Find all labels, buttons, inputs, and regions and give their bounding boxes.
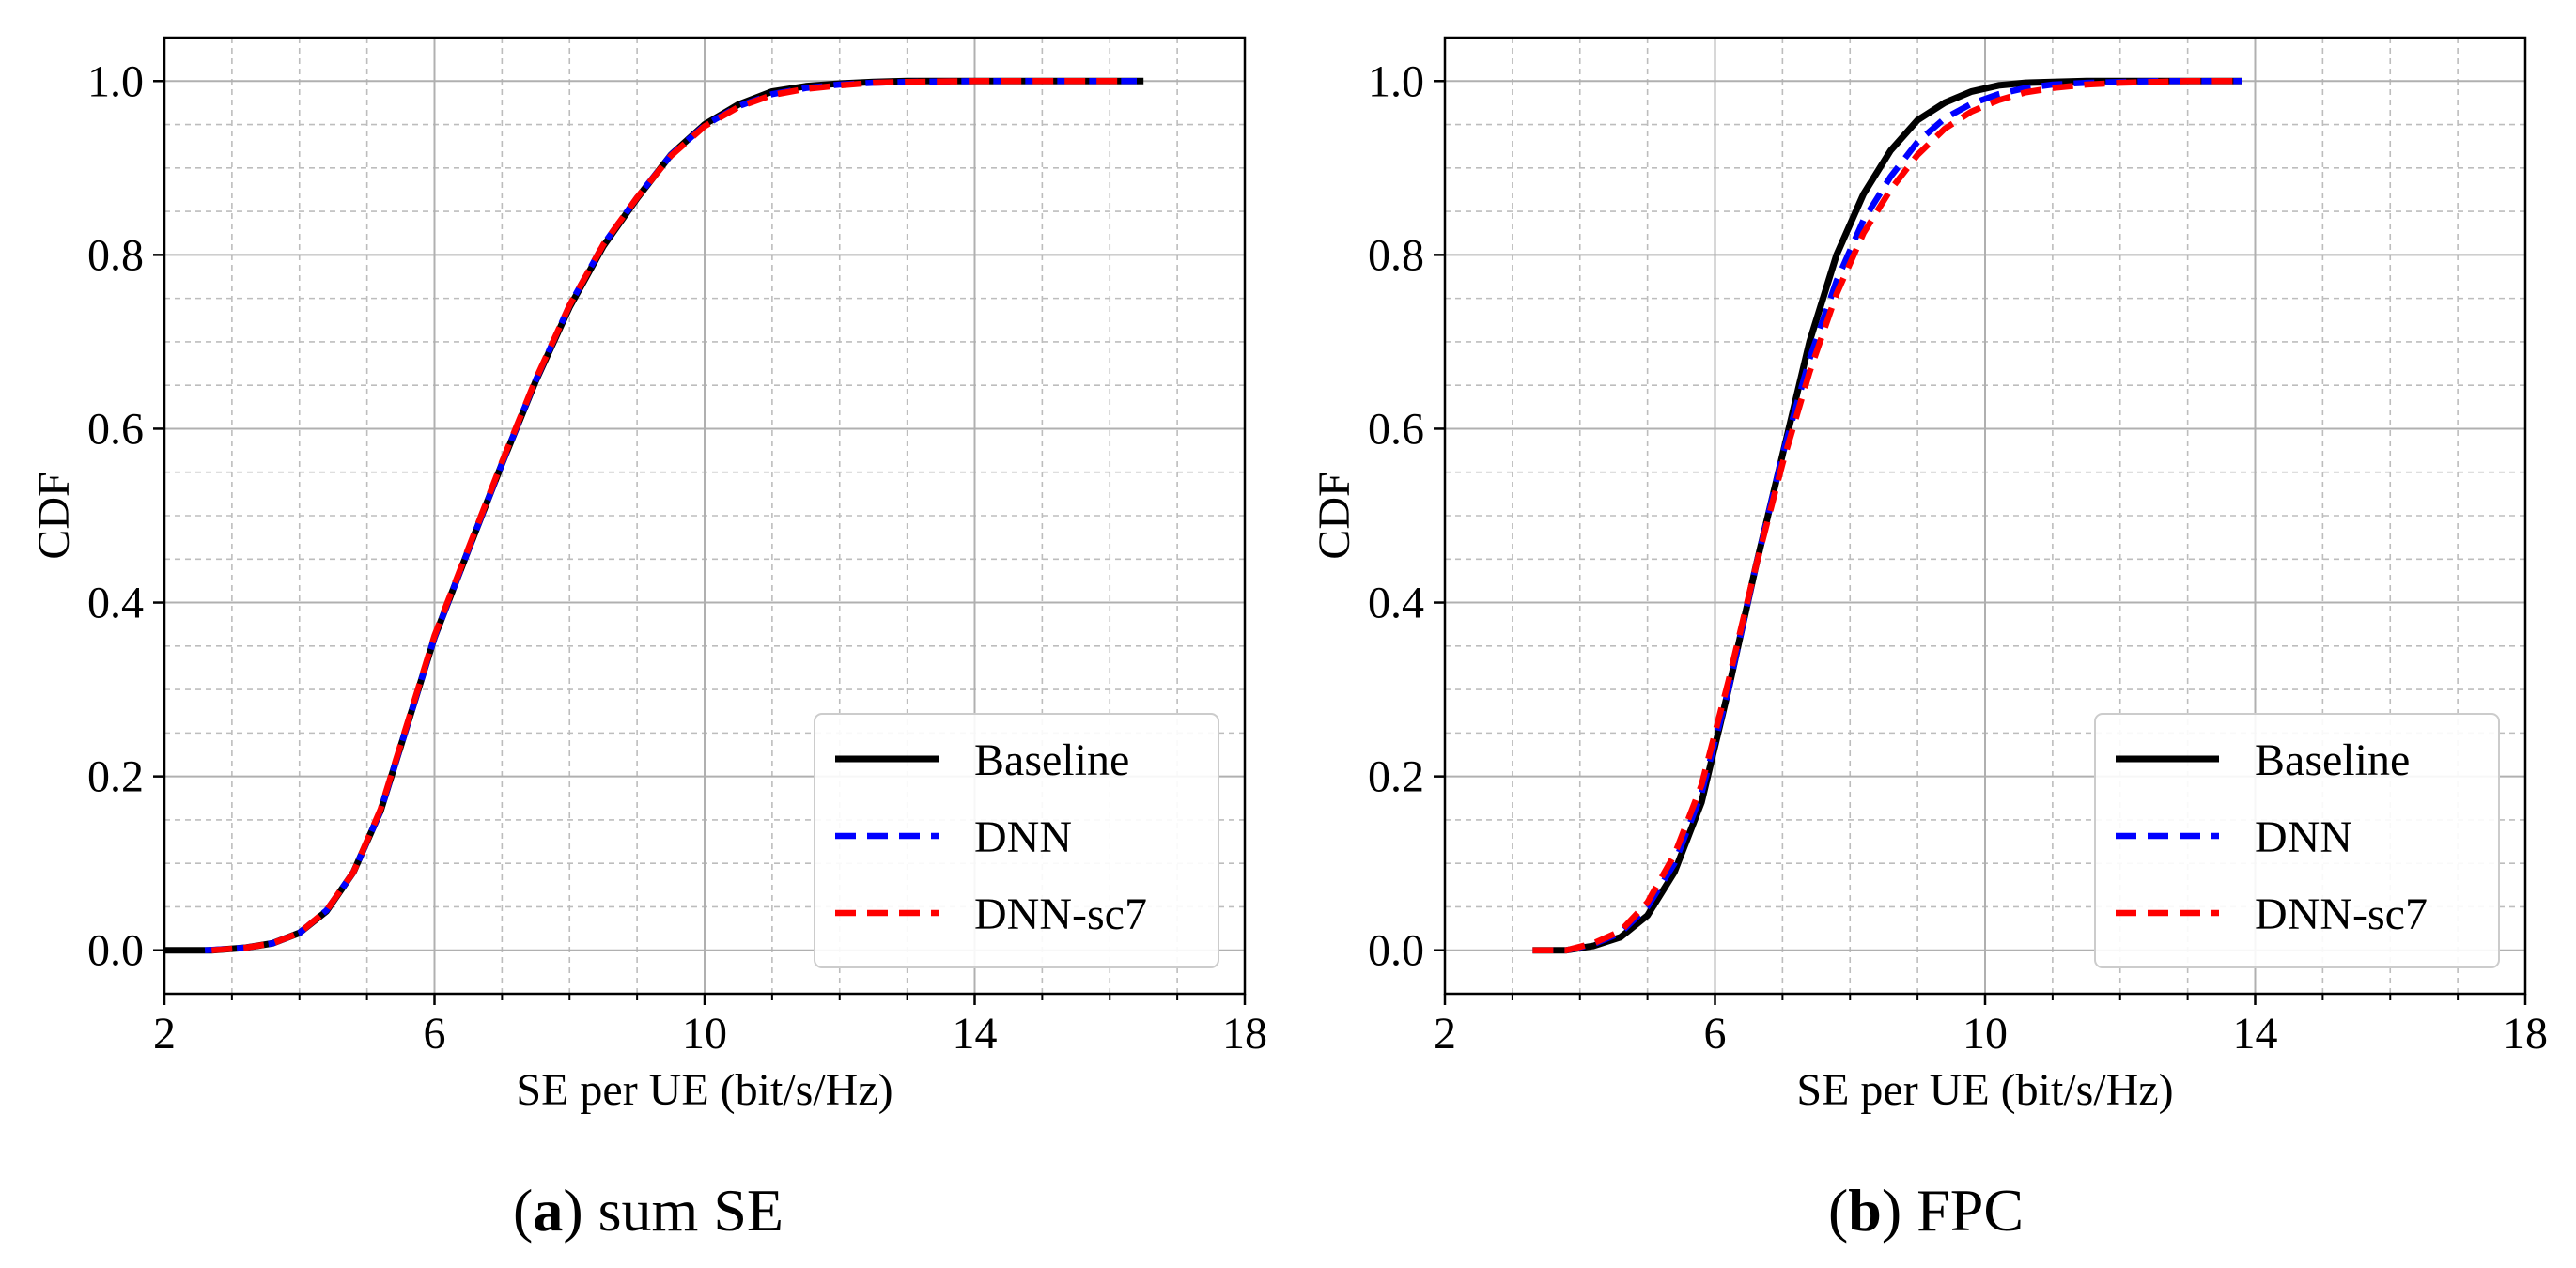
x-tick-label: 2 — [153, 1009, 176, 1059]
x-tick-label: 10 — [1963, 1009, 2008, 1059]
axis-ticks: 2 6 10 14 18 0.0 0.2 0.4 0.6 0.8 1.0 — [1368, 56, 2548, 1059]
caption-text: FPC — [1916, 1177, 2024, 1244]
x-tick-label: 14 — [953, 1009, 998, 1059]
axis-ticks: 2 6 10 14 18 0.0 0.2 0.4 0.6 0.8 1.0 — [87, 56, 1267, 1059]
y-tick-label: 0.4 — [87, 579, 144, 628]
y-tick-label: 0.2 — [87, 752, 144, 802]
x-tick-label: 2 — [1434, 1009, 1456, 1059]
x-tick-label: 6 — [424, 1009, 446, 1059]
legend-label: DNN-sc7 — [974, 889, 1147, 939]
panel-b: 2 6 10 14 18 0.0 0.2 0.4 0.6 0.8 1.0 CDF SE per UE… — [1310, 36, 2548, 1244]
legend: Baseline DNN DNN-sc7 — [2094, 713, 2500, 968]
y-tick-label: 0.8 — [1368, 230, 1424, 280]
y-tick-label: 0.6 — [87, 404, 144, 454]
caption-paren-close: ) — [563, 1177, 597, 1244]
x-tick-label: 14 — [2233, 1009, 2278, 1059]
caption-paren-close: ) — [1882, 1177, 1916, 1244]
y-tick-label: 0.8 — [87, 230, 144, 280]
series-layer — [164, 77, 1144, 954]
y-axis-label-group: CDF — [1310, 472, 1359, 559]
x-axis-label: SE per UE (bit/s/Hz) — [1796, 1065, 2173, 1115]
x-tick-label: 10 — [682, 1009, 727, 1059]
series-line-dnn-sc7 — [1532, 78, 2242, 953]
legend: Baseline DNN DNN-sc7 — [814, 713, 1219, 968]
panel-caption: (b) FPC — [1828, 1177, 2024, 1244]
y-axis-label-group: CDF — [29, 472, 79, 559]
panel-a: 2 6 10 14 18 0.0 0.2 0.4 0.6 0.8 1.0 CDF SE per UE… — [29, 36, 1267, 1244]
legend-label: DNN — [974, 812, 1072, 862]
y-axis-label: CDF — [29, 472, 79, 559]
caption-paren-open: ( — [513, 1177, 533, 1244]
y-tick-label: 0.0 — [1368, 926, 1424, 976]
caption-letter: b — [1848, 1177, 1882, 1244]
y-tick-label: 0.0 — [87, 926, 144, 976]
x-axis-label: SE per UE (bit/s/Hz) — [516, 1065, 892, 1115]
series-layer — [1532, 77, 2242, 954]
y-tick-label: 0.4 — [1368, 579, 1424, 628]
legend-label: DNN — [2255, 812, 2352, 862]
caption-paren-open: ( — [1828, 1177, 1848, 1244]
x-tick-label: 18 — [2503, 1009, 2548, 1059]
legend-box — [2094, 713, 2500, 968]
legend-box — [814, 713, 1219, 968]
legend-label: Baseline — [2255, 735, 2410, 785]
caption-letter: a — [533, 1177, 563, 1244]
legend-label: DNN-sc7 — [2255, 889, 2428, 939]
y-tick-label: 1.0 — [87, 56, 144, 106]
y-tick-label: 0.6 — [1368, 404, 1424, 454]
y-tick-label: 0.2 — [1368, 752, 1424, 802]
y-tick-label: 1.0 — [1368, 56, 1424, 106]
y-axis-label: CDF — [1310, 472, 1359, 559]
x-tick-label: 6 — [1704, 1009, 1727, 1059]
x-tick-label: 18 — [1222, 1009, 1267, 1059]
legend-label: Baseline — [974, 735, 1129, 785]
series-line-dnn-sc7 — [211, 78, 1124, 953]
caption-text: sum SE — [598, 1177, 784, 1244]
panel-caption: (a) sum SE — [513, 1177, 784, 1244]
